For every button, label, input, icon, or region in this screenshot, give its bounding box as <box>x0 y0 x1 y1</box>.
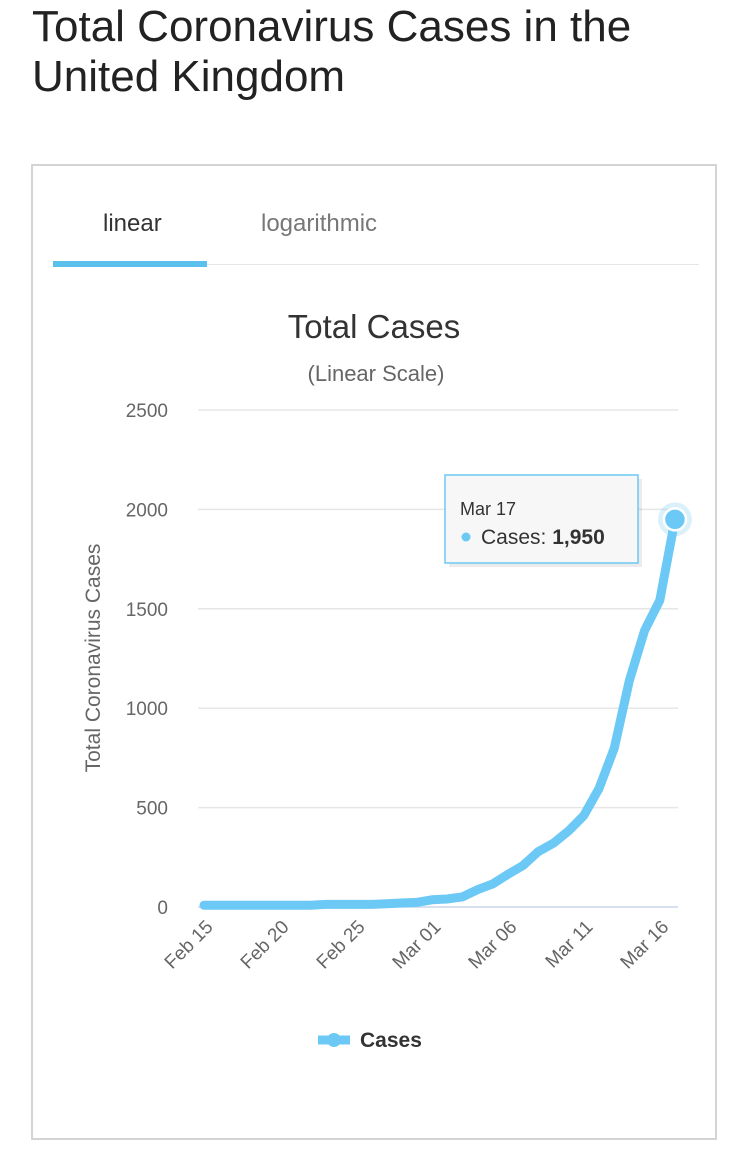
x-tick-label: Mar 06 <box>465 917 522 974</box>
legend[interactable]: Cases <box>318 1029 422 1052</box>
chart-subtitle: (Linear Scale) <box>308 361 445 386</box>
y-tick-label: 1000 <box>126 699 168 720</box>
x-tick-label: Feb 20 <box>237 917 294 974</box>
chart-title: Total Cases <box>288 308 460 345</box>
highlight-point <box>662 507 688 532</box>
tab-linear[interactable]: linear <box>103 210 162 237</box>
y-tick-label: 2500 <box>126 401 168 422</box>
series-cases-line <box>199 514 680 910</box>
tab-logarithmic[interactable]: logarithmic <box>261 210 378 237</box>
series-cases <box>199 502 692 910</box>
y-tick-label: 1500 <box>126 600 168 621</box>
x-tick-label: Mar 01 <box>389 917 446 974</box>
tooltip: Mar 17 Cases: 1,950 <box>444 474 642 567</box>
svg-text:Cases: 1,950: Cases: 1,950 <box>481 526 605 549</box>
tooltip-series-dot <box>461 532 471 542</box>
y-tick-label: 2000 <box>126 500 168 521</box>
y-tick-label: 0 <box>157 898 168 919</box>
tooltip-box <box>444 474 639 564</box>
active-tab-indicator <box>53 261 207 267</box>
y-tick-label: 500 <box>136 799 168 820</box>
legend-cases-marker <box>327 1033 341 1047</box>
tooltip-series-label: Cases: <box>481 526 552 549</box>
x-tick-label: Feb 25 <box>313 917 370 974</box>
x-axis-ticks: Feb 15 Feb 20 Feb 25 Mar 01 Mar 06 Mar 11 Mar … <box>161 917 673 974</box>
page-title: Total Coronavirus Cases in the United Ki… <box>32 2 632 101</box>
x-tick-label: Mar 11 <box>542 917 598 973</box>
x-tick-label: Mar 16 <box>617 917 674 974</box>
tooltip-value: 1,950 <box>552 526 605 549</box>
chart-card: linear logarithmic <box>31 164 717 1140</box>
scale-tabs: linear logarithmic <box>53 166 699 267</box>
tooltip-date: Mar 17 <box>460 499 516 519</box>
legend-cases-label[interactable]: Cases <box>360 1029 422 1052</box>
y-axis-ticks: 0 500 1000 1500 2000 2500 <box>126 401 168 919</box>
y-axis-label: Total Coronavirus Cases <box>82 544 105 773</box>
x-tick-label: Feb 15 <box>161 917 218 974</box>
